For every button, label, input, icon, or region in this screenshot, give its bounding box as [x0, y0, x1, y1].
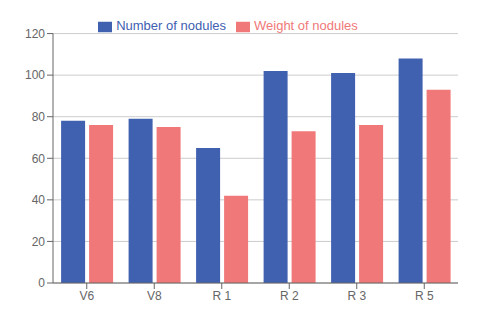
svg-text:120: 120: [25, 27, 45, 41]
svg-text:0: 0: [38, 276, 45, 290]
html-text:Weight of nodules: Weight of nodules: [254, 18, 358, 33]
svg-text:R 1: R 1: [212, 289, 231, 303]
svg-text:R 5: R 5: [415, 289, 434, 303]
svg-text:80: 80: [32, 110, 46, 124]
svg-text:V6: V6: [79, 289, 94, 303]
svg-text:R 2: R 2: [280, 289, 299, 303]
svg-text:R 3: R 3: [347, 289, 366, 303]
svg-text:20: 20: [32, 235, 46, 249]
svg-text:V8: V8: [147, 289, 162, 303]
svg-text:40: 40: [32, 193, 46, 207]
svg-text:100: 100: [25, 68, 45, 82]
svg-text:60: 60: [32, 152, 46, 166]
html-text:Number of nodules: Number of nodules: [116, 18, 226, 33]
